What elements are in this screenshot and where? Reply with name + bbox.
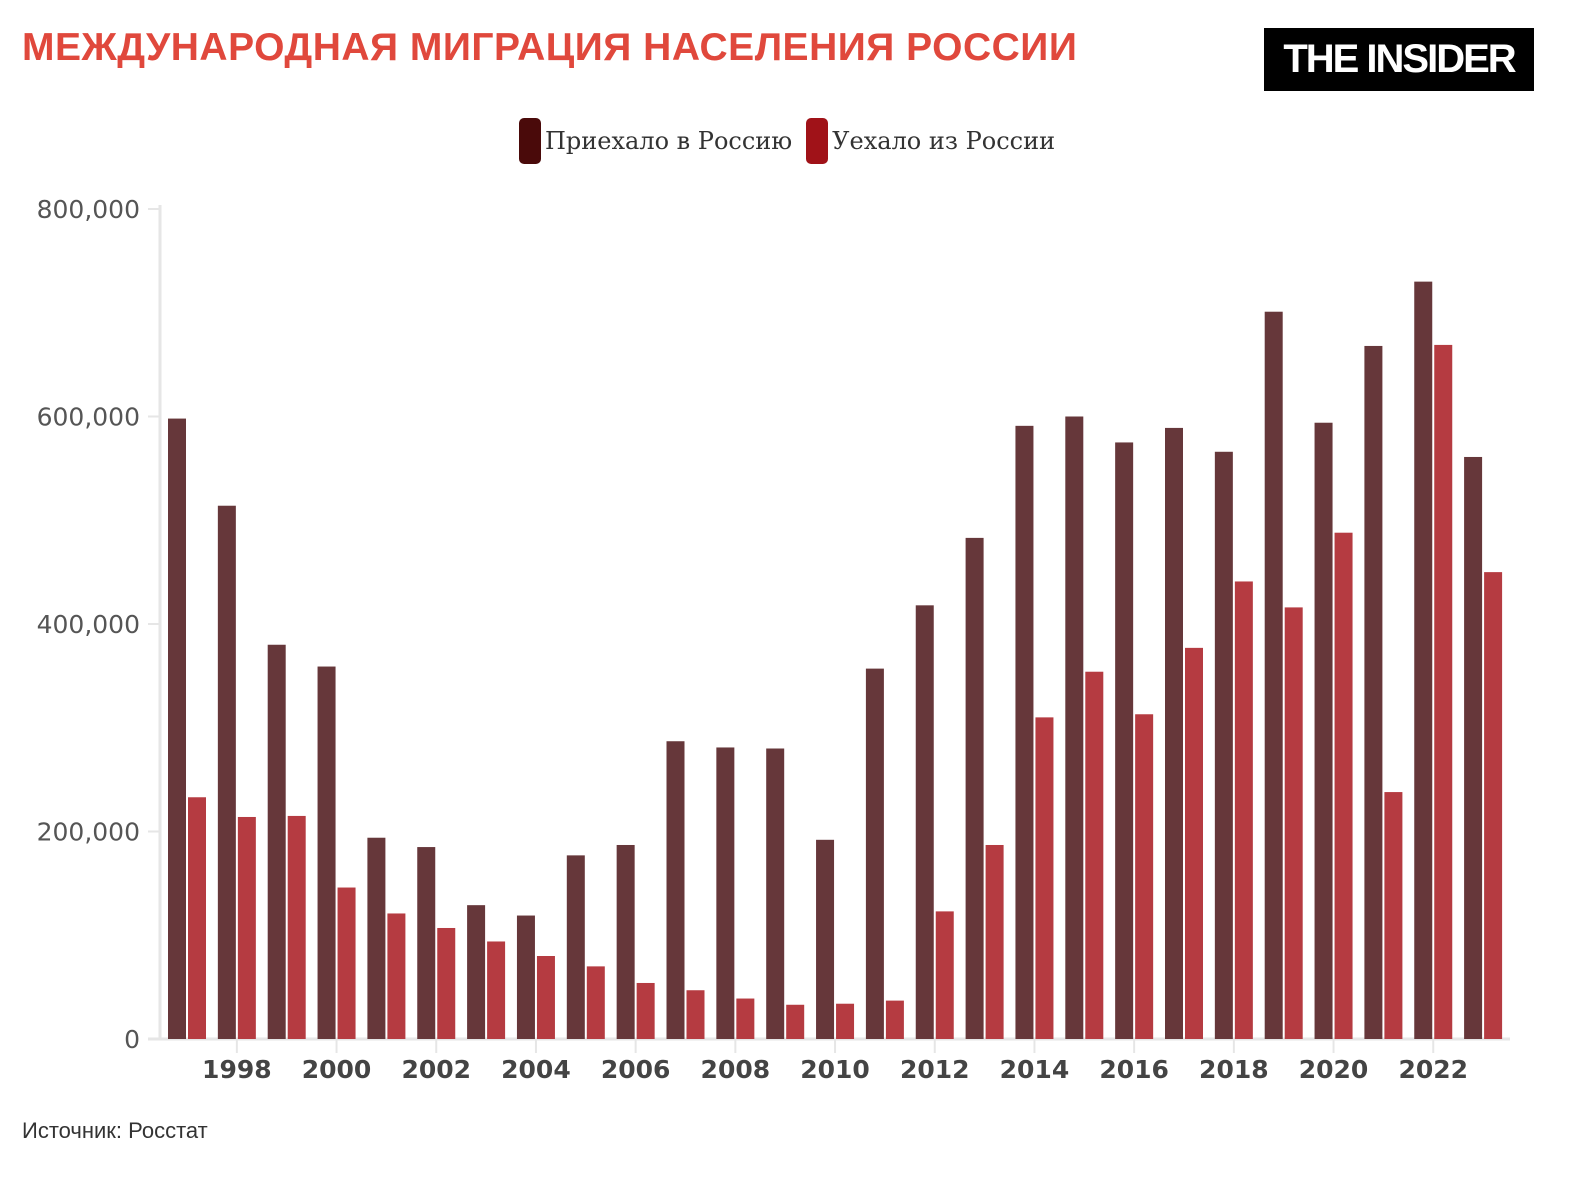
- bar-arrived-2014[interactable]: [1015, 425, 1034, 1039]
- x-tick-label: 2010: [800, 1055, 870, 1084]
- bar-arrived-2016[interactable]: [1115, 442, 1134, 1039]
- bar-arrived-2007[interactable]: [666, 741, 685, 1039]
- x-tick-label: 2014: [1000, 1055, 1070, 1084]
- y-tick-label: 0: [124, 1025, 140, 1054]
- bar-left-2006[interactable]: [636, 982, 655, 1039]
- the-insider-logo: THE INSIDER: [1264, 28, 1534, 91]
- bar-arrived-2006[interactable]: [616, 844, 635, 1039]
- legend-swatch-arrived: [519, 118, 541, 164]
- bar-arrived-2003[interactable]: [467, 905, 486, 1039]
- x-tick-label: 2020: [1299, 1055, 1369, 1084]
- bar-left-2022[interactable]: [1434, 344, 1453, 1040]
- y-tick-label: 800,000: [37, 195, 140, 224]
- bar-left-2017[interactable]: [1185, 647, 1203, 1039]
- bar-arrived-2022[interactable]: [1414, 281, 1433, 1039]
- bar-left-2015[interactable]: [1085, 671, 1104, 1039]
- bar-arrived-2002[interactable]: [417, 847, 436, 1039]
- bar-left-2004[interactable]: [536, 956, 555, 1039]
- x-tick-label: 2006: [601, 1055, 671, 1084]
- bar-arrived-2004[interactable]: [516, 915, 535, 1039]
- x-tick-label: 2018: [1199, 1055, 1269, 1084]
- bar-left-1999[interactable]: [287, 815, 306, 1039]
- bar-left-2009[interactable]: [786, 1004, 805, 1039]
- x-tick-label: 2004: [501, 1055, 571, 1084]
- bar-arrived-2000[interactable]: [317, 666, 336, 1039]
- bar-left-2003[interactable]: [487, 941, 506, 1039]
- bar-left-2010[interactable]: [836, 1003, 855, 1039]
- bar-arrived-2021[interactable]: [1364, 345, 1383, 1039]
- bar-arrived-2017[interactable]: [1165, 427, 1183, 1040]
- bar-left-2018[interactable]: [1234, 581, 1253, 1039]
- bar-arrived-2023[interactable]: [1464, 456, 1483, 1039]
- y-tick-label: 600,000: [37, 403, 140, 432]
- bar-left-1997[interactable]: [188, 797, 206, 1039]
- bar-left-2016[interactable]: [1135, 714, 1154, 1039]
- bar-arrived-2019[interactable]: [1264, 311, 1283, 1039]
- bar-arrived-2005[interactable]: [566, 855, 585, 1039]
- bar-arrived-2008[interactable]: [716, 747, 735, 1039]
- bar-arrived-2001[interactable]: [367, 837, 386, 1039]
- bar-arrived-1999[interactable]: [267, 644, 286, 1039]
- x-tick-label: 2022: [1398, 1055, 1468, 1084]
- bar-arrived-1998[interactable]: [217, 505, 236, 1040]
- bar-left-2001[interactable]: [387, 913, 406, 1039]
- legend-item-left[interactable]: Уехало из России: [806, 118, 1055, 164]
- x-tick-label: 2008: [701, 1055, 771, 1084]
- y-tick-label: 200,000: [37, 818, 140, 847]
- bar-left-2023[interactable]: [1484, 572, 1503, 1039]
- bar-left-1998[interactable]: [237, 816, 256, 1039]
- source-note: Источник: Росстат: [22, 1118, 208, 1143]
- bar-left-2013[interactable]: [985, 844, 1004, 1039]
- bar-left-2021[interactable]: [1384, 792, 1403, 1039]
- bar-left-2014[interactable]: [1035, 717, 1054, 1039]
- bar-left-2011[interactable]: [885, 1000, 904, 1039]
- bar-arrived-2018[interactable]: [1214, 451, 1233, 1039]
- x-tick-label: 1998: [202, 1055, 272, 1084]
- chart-title: МЕЖДУНАРОДНАЯ МИГРАЦИЯ НАСЕЛЕНИЯ РОССИИ: [22, 26, 1078, 69]
- legend-item-arrived[interactable]: Приехало в Россию: [519, 118, 792, 164]
- bar-left-2007[interactable]: [686, 990, 705, 1039]
- x-tick-label: 2000: [302, 1055, 372, 1084]
- bar-left-2012[interactable]: [935, 911, 954, 1039]
- legend: Приехало в Россию Уехало из России: [519, 118, 1069, 164]
- bar-left-2005[interactable]: [586, 966, 605, 1039]
- bar-arrived-1997[interactable]: [168, 418, 186, 1039]
- bar-left-2000[interactable]: [337, 887, 356, 1039]
- bar-left-2002[interactable]: [437, 927, 456, 1039]
- bar-arrived-2011[interactable]: [865, 668, 884, 1039]
- y-tick-label: 400,000: [37, 610, 140, 639]
- legend-label-left: Уехало из России: [832, 127, 1056, 155]
- x-tick-label: 2002: [401, 1055, 471, 1084]
- bar-left-2020[interactable]: [1334, 532, 1353, 1039]
- bar-arrived-2010[interactable]: [816, 839, 835, 1039]
- legend-swatch-left: [806, 118, 829, 164]
- bar-arrived-2009[interactable]: [766, 748, 785, 1040]
- x-tick-label: 2016: [1099, 1055, 1169, 1084]
- x-tick-label: 2012: [900, 1055, 970, 1084]
- bar-arrived-2012[interactable]: [915, 605, 934, 1039]
- bar-left-2008[interactable]: [736, 998, 755, 1039]
- bar-arrived-2015[interactable]: [1065, 416, 1084, 1040]
- legend-label-arrived: Приехало в Россию: [545, 127, 793, 155]
- bar-arrived-2013[interactable]: [965, 537, 984, 1039]
- bar-arrived-2020[interactable]: [1314, 422, 1333, 1040]
- bar-left-2019[interactable]: [1284, 607, 1303, 1039]
